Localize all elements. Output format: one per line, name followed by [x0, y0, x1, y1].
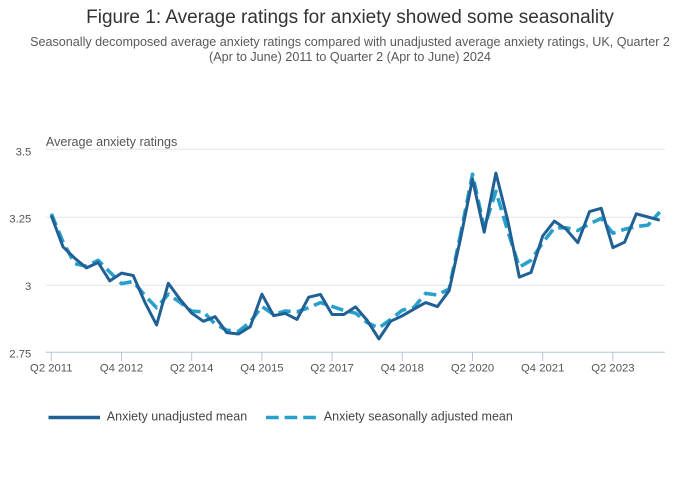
svg-text:3.25: 3.25	[9, 213, 31, 225]
svg-text:Q4 2018: Q4 2018	[381, 362, 424, 374]
svg-text:Q2 2020: Q2 2020	[451, 362, 494, 374]
svg-text:2.75: 2.75	[9, 348, 31, 360]
svg-text:Q2 2017: Q2 2017	[310, 362, 353, 374]
svg-text:Q2 2014: Q2 2014	[170, 362, 213, 374]
svg-text:Average anxiety ratings: Average anxiety ratings	[46, 135, 177, 149]
svg-text:Q4 2015: Q4 2015	[240, 362, 283, 374]
svg-text:3.5: 3.5	[16, 146, 32, 158]
svg-text:Anxiety seasonally adjusted me: Anxiety seasonally adjusted mean	[324, 410, 513, 424]
svg-text:Q4 2021: Q4 2021	[521, 362, 564, 374]
svg-text:Anxiety unadjusted mean: Anxiety unadjusted mean	[107, 410, 247, 424]
svg-text:Q4 2012: Q4 2012	[100, 362, 143, 374]
svg-text:Q2 2023: Q2 2023	[591, 362, 634, 374]
svg-text:3: 3	[25, 281, 31, 293]
svg-text:Q2 2011: Q2 2011	[30, 362, 73, 374]
